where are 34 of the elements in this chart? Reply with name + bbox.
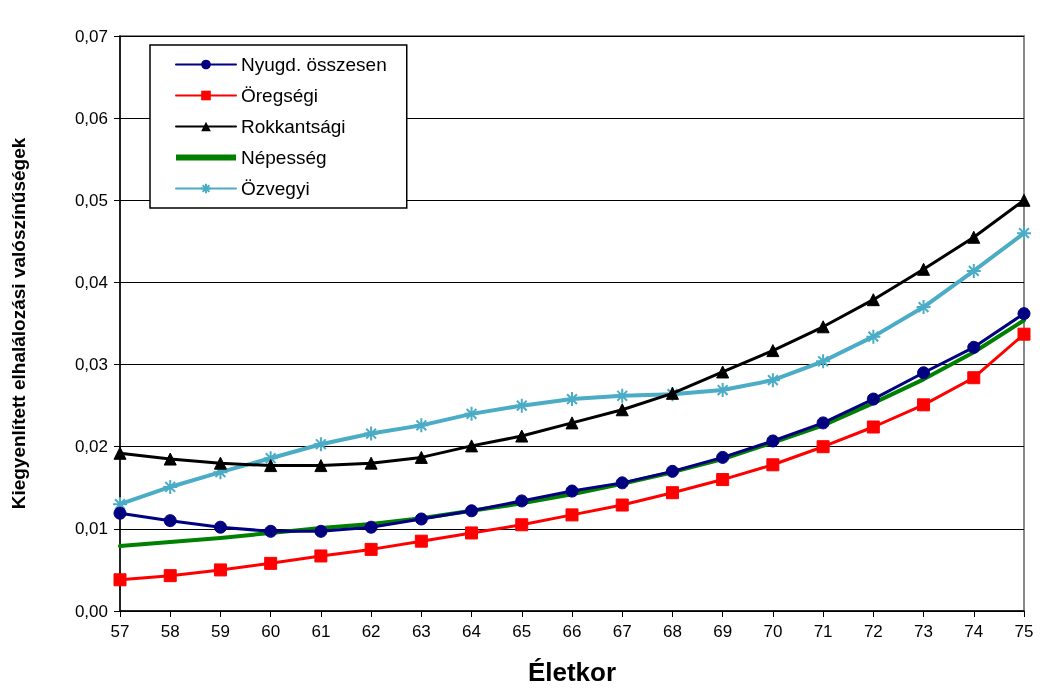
y-tick-label: 0,01 bbox=[74, 519, 108, 539]
x-tick-label: 67 bbox=[612, 622, 632, 641]
y-tick-label: 0,06 bbox=[74, 108, 108, 128]
legend-label: Nyugd. összesen bbox=[241, 54, 387, 75]
legend-label: Öregségi bbox=[241, 85, 319, 106]
x-tick-label: 75 bbox=[1014, 622, 1034, 641]
legend-label: Rokkantsági bbox=[241, 116, 346, 137]
legend-label: Özvegyi bbox=[241, 178, 310, 199]
y-tick-label: 0,07 bbox=[74, 26, 108, 46]
x-tick-label: 58 bbox=[160, 622, 180, 641]
x-tick-label: 74 bbox=[964, 622, 984, 641]
x-tick-label: 64 bbox=[462, 622, 482, 641]
x-tick-label: 62 bbox=[361, 622, 381, 641]
y-tick-label: 0,00 bbox=[74, 601, 108, 621]
x-tick-label: 70 bbox=[763, 622, 783, 641]
x-tick-label: 68 bbox=[662, 622, 682, 641]
x-tick-label: 72 bbox=[863, 622, 883, 641]
legend-label: Népesség bbox=[241, 147, 327, 168]
x-tick-label: 71 bbox=[813, 622, 833, 641]
x-tick-label: 73 bbox=[914, 622, 934, 641]
x-tick-label: 60 bbox=[261, 622, 281, 641]
x-tick-label: 61 bbox=[311, 622, 331, 641]
y-tick-label: 0,03 bbox=[74, 355, 108, 375]
y-axis-title: Kiegyenlített elhalálozási valószínűségek bbox=[8, 137, 29, 510]
y-tick-label: 0,05 bbox=[74, 190, 108, 210]
x-tick-label: 69 bbox=[713, 622, 733, 641]
x-tick-label: 66 bbox=[562, 622, 582, 641]
x-tick-label: 57 bbox=[110, 622, 130, 641]
x-tick-label: 63 bbox=[411, 622, 431, 641]
y-tick-label: 0,04 bbox=[74, 272, 108, 292]
y-tick-label: 0,02 bbox=[74, 437, 108, 457]
x-axis-title: Életkor bbox=[527, 657, 617, 687]
x-tick-label: 59 bbox=[210, 622, 230, 641]
x-tick-label: 65 bbox=[512, 622, 532, 641]
